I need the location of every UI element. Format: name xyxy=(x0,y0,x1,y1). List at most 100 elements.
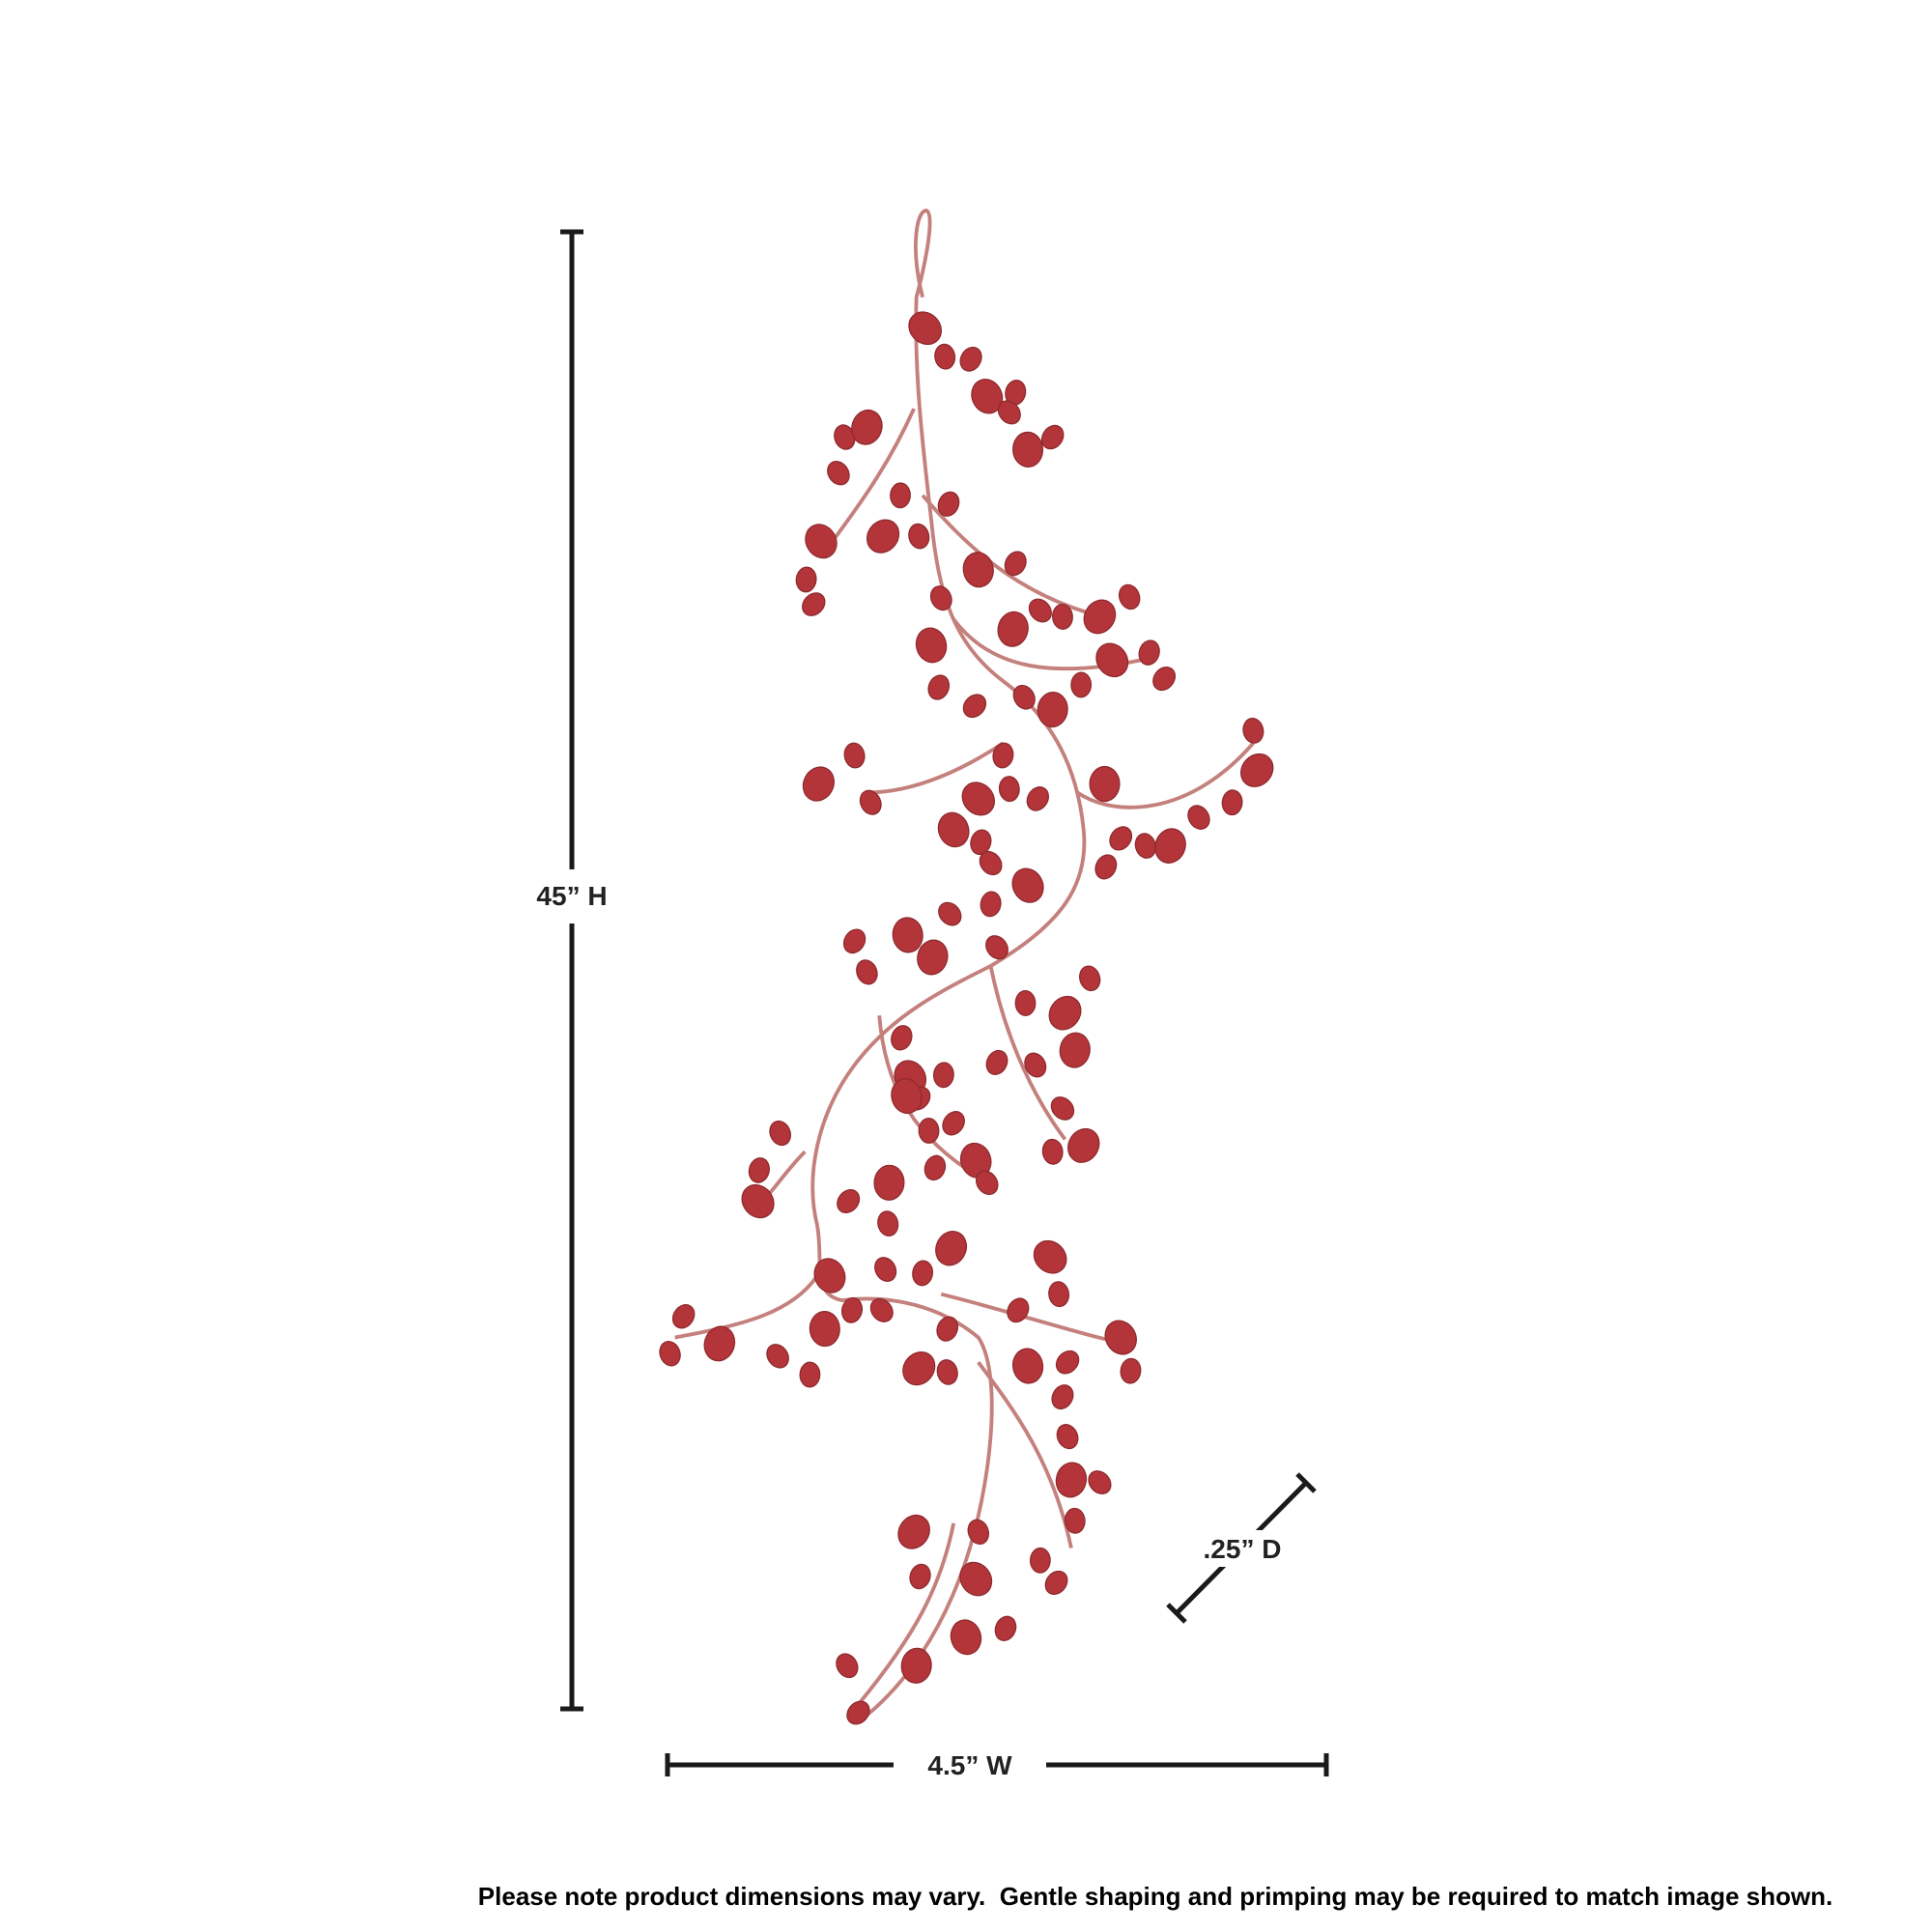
berry xyxy=(936,1359,958,1385)
berry xyxy=(985,1049,1009,1075)
berry xyxy=(866,519,900,554)
berry xyxy=(1120,1357,1142,1384)
berry xyxy=(1242,718,1264,744)
berry xyxy=(659,1341,681,1367)
berry xyxy=(851,409,883,445)
berry xyxy=(967,1519,990,1546)
berry xyxy=(908,523,930,550)
berry xyxy=(929,585,952,611)
berry xyxy=(891,1078,923,1115)
berry xyxy=(1029,1547,1051,1574)
berry xyxy=(918,1118,940,1144)
berry xyxy=(909,1563,931,1590)
berry xyxy=(1051,1384,1074,1410)
berry xyxy=(937,491,960,517)
berry xyxy=(1007,1297,1030,1323)
berry xyxy=(897,1514,930,1549)
berry xyxy=(962,694,987,719)
berry xyxy=(1088,1470,1112,1494)
berry xyxy=(902,1350,936,1386)
berry xyxy=(766,1344,789,1369)
berry xyxy=(671,1304,696,1329)
berry xyxy=(961,781,996,816)
berry xyxy=(873,1164,905,1201)
berry xyxy=(1056,1424,1079,1450)
berry xyxy=(985,935,1009,960)
berry xyxy=(1011,867,1044,903)
branch xyxy=(674,408,1255,1711)
berry xyxy=(971,379,1004,414)
berry xyxy=(917,939,949,976)
berry xyxy=(1012,431,1044,468)
berry xyxy=(935,1231,968,1266)
berry xyxy=(846,1700,870,1725)
berry xyxy=(1041,1138,1064,1165)
berry xyxy=(703,1325,736,1362)
berry xyxy=(1221,789,1243,816)
depth-label: .25” D xyxy=(1204,1534,1282,1564)
berry xyxy=(997,400,1021,425)
berry xyxy=(959,346,982,372)
berry xyxy=(1059,1032,1091,1068)
berry xyxy=(741,1183,775,1219)
berry xyxy=(1187,805,1210,830)
berry xyxy=(1064,1507,1086,1534)
berry xyxy=(842,928,867,954)
berry xyxy=(859,789,882,815)
berry xyxy=(1028,598,1052,623)
berry xyxy=(1067,1127,1100,1163)
height-label: 45” H xyxy=(536,881,607,911)
berry xyxy=(1004,551,1027,577)
berry xyxy=(979,850,1003,876)
berry xyxy=(837,1189,861,1214)
berry xyxy=(1026,786,1049,811)
main-stem xyxy=(810,209,1087,1718)
berry xyxy=(805,524,838,559)
berry xyxy=(1014,989,1037,1016)
disclaimer: Please note product dimensions may vary.… xyxy=(478,1882,1833,1911)
berry xyxy=(1089,765,1121,803)
berry xyxy=(1240,753,1274,787)
berry xyxy=(994,1615,1017,1641)
berry xyxy=(950,1619,982,1656)
berry xyxy=(1154,828,1186,864)
berry xyxy=(827,461,850,486)
berry xyxy=(915,627,948,664)
berry xyxy=(1118,583,1141,611)
berry xyxy=(1011,1348,1044,1384)
berry xyxy=(970,829,992,856)
berry xyxy=(1079,965,1101,992)
berry xyxy=(923,1154,947,1181)
berry xyxy=(890,482,911,509)
berry xyxy=(1138,639,1160,666)
berry xyxy=(802,592,826,616)
berry xyxy=(938,901,962,926)
berry xyxy=(1012,684,1036,710)
berry xyxy=(874,1257,897,1282)
berry xyxy=(856,959,878,985)
berry xyxy=(1044,1570,1068,1595)
berry xyxy=(1083,599,1117,635)
depth-ruler-cap xyxy=(1166,1603,1187,1624)
label-gap xyxy=(522,869,628,923)
berry xyxy=(900,1647,932,1684)
berry xyxy=(813,1258,846,1293)
berry xyxy=(840,1297,864,1323)
berry xyxy=(912,1260,934,1287)
width-label: 4.5” W xyxy=(927,1750,1012,1780)
berry xyxy=(891,1025,913,1051)
berry xyxy=(1152,666,1177,692)
berry xyxy=(997,611,1029,647)
berry xyxy=(1055,1462,1088,1498)
berry xyxy=(892,917,923,953)
berry xyxy=(1048,995,1082,1031)
berry xyxy=(975,1170,999,1196)
berry xyxy=(936,1316,959,1342)
label-gap xyxy=(894,1744,1046,1786)
berry xyxy=(1040,424,1065,450)
berry xyxy=(1094,854,1118,880)
berry xyxy=(1052,603,1073,630)
berry xyxy=(809,1311,840,1348)
